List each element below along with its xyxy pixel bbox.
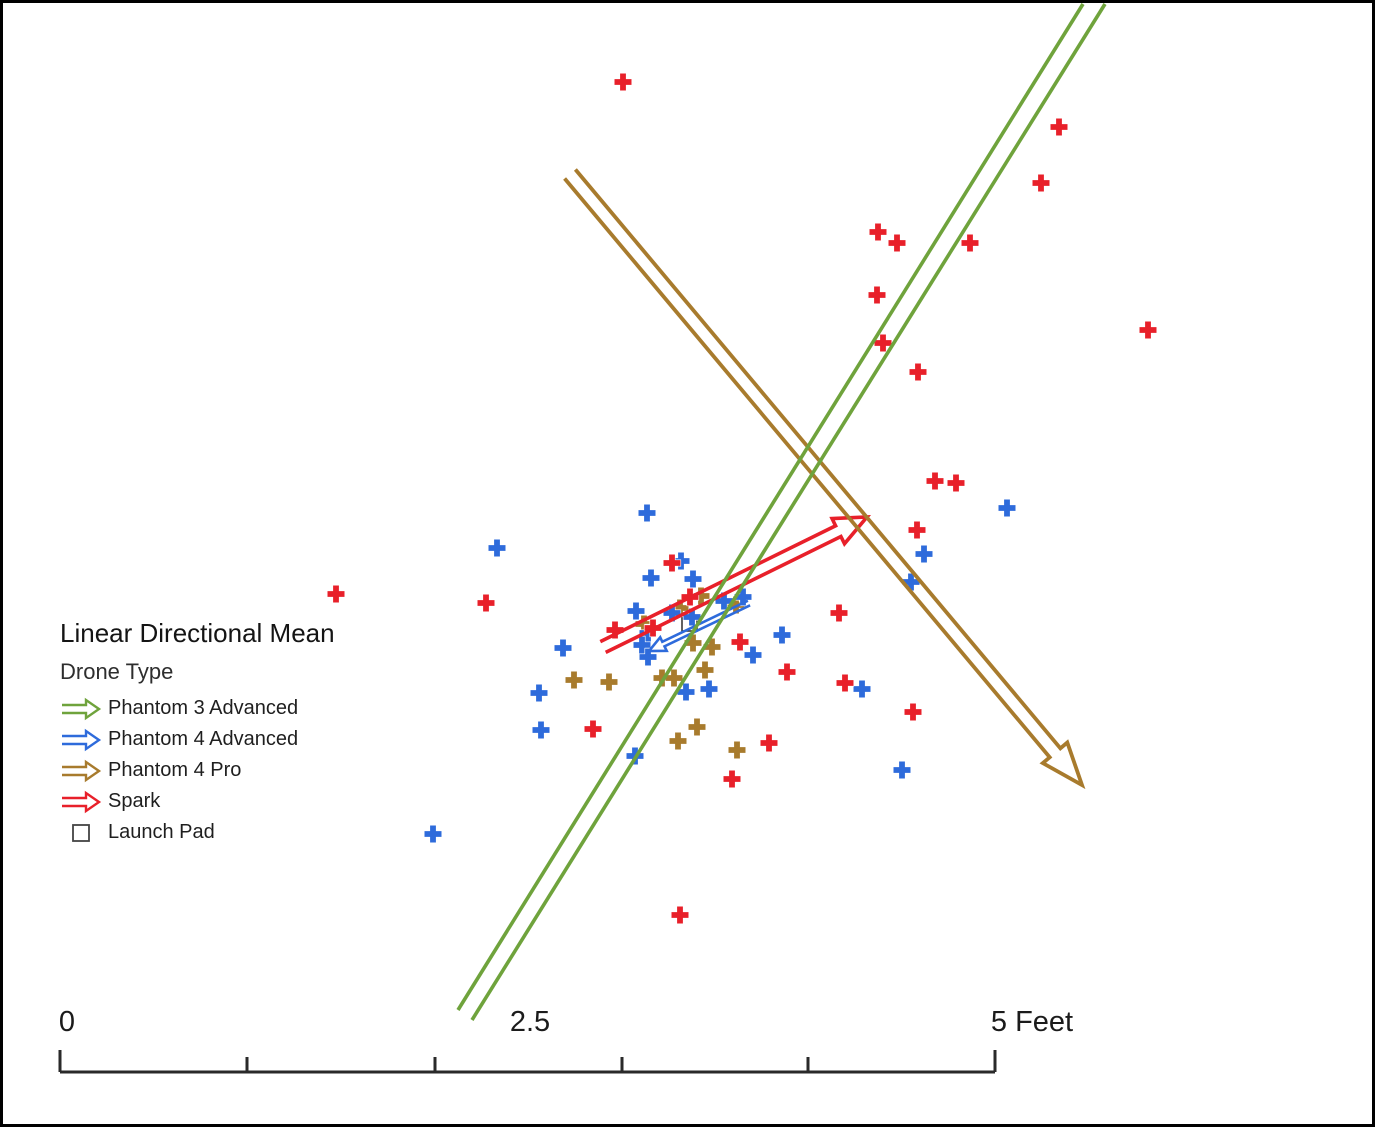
marker-plus — [583, 719, 603, 739]
marker-plus — [759, 733, 779, 753]
direction-line — [456, 3, 1085, 1011]
marker-plus — [695, 660, 715, 680]
legend-item-label: Launch Pad — [108, 821, 215, 843]
marker-plus — [925, 471, 945, 491]
arrow-icon — [62, 790, 102, 813]
marker-plus — [683, 569, 703, 589]
legend-subtitle: Drone Type — [60, 659, 174, 684]
scale-label: 2.5 — [509, 1006, 551, 1038]
marker-plus — [1049, 117, 1069, 137]
marker-plus — [946, 473, 966, 493]
legend-item: Spark — [60, 786, 335, 817]
direction-arrow — [646, 599, 751, 653]
marker-plus — [670, 905, 690, 925]
marker-plus — [599, 672, 619, 692]
marker-plus — [605, 620, 625, 640]
mean-arrow-phantom-4-pro — [563, 168, 1086, 790]
marker-plus — [903, 702, 923, 722]
legend-item: Phantom 3 Advanced — [60, 693, 335, 724]
legend-arrow-icon — [60, 728, 102, 752]
marker-plus — [908, 362, 928, 382]
marker-plus — [852, 679, 872, 699]
legend-item-label: Phantom 3 Advanced — [108, 697, 299, 719]
marker-plus — [892, 760, 912, 780]
legend-arrow-icon — [60, 790, 102, 814]
marker-plus — [829, 603, 849, 623]
marker-plus — [727, 740, 747, 760]
marker-plus — [907, 520, 927, 540]
marker-plus — [772, 625, 792, 645]
legend-arrow-icon — [60, 697, 102, 721]
series-spark — [326, 72, 1158, 925]
marker-plus — [529, 683, 549, 703]
marker-plus — [326, 584, 346, 604]
marker-plus — [722, 769, 742, 789]
scale-label: 5 Feet — [990, 1006, 1074, 1038]
marker-plus — [777, 662, 797, 682]
marker-plus — [868, 222, 888, 242]
scale-bar — [58, 1050, 997, 1074]
scale-label: 0 — [58, 1006, 76, 1038]
marker-plus — [914, 544, 934, 564]
marker-plus — [730, 632, 750, 652]
legend-item: Phantom 4 Pro — [60, 755, 335, 786]
marker-plus — [641, 568, 661, 588]
marker-plus — [662, 553, 682, 573]
mean-arrow-phantom-3-advanced — [456, 3, 1107, 1021]
legend-item-label: Phantom 4 Advanced — [108, 728, 299, 750]
marker-plus — [867, 285, 887, 305]
marker-plus — [476, 593, 496, 613]
marker-plus — [1031, 173, 1051, 193]
marker-plus — [637, 503, 657, 523]
legend-items: Phantom 3 Advanced Phantom 4 Advanced Phan… — [60, 693, 335, 848]
marker-plus — [835, 673, 855, 693]
marker-plus — [1138, 320, 1158, 340]
arrow-icon — [62, 697, 102, 720]
marker-plus — [887, 233, 907, 253]
marker-plus — [531, 720, 551, 740]
launch-pad-square-icon — [60, 821, 102, 845]
legend-item-label: Spark — [108, 790, 161, 812]
marker-plus — [687, 717, 707, 737]
marker-plus — [423, 824, 443, 844]
marker-plus — [901, 572, 921, 592]
marker-plus — [553, 638, 573, 658]
arrow-icon — [62, 759, 102, 782]
series-phantom-4-advanced — [423, 498, 1017, 844]
legend-item: Phantom 4 Advanced — [60, 724, 335, 755]
direction-arrow — [563, 168, 1086, 790]
arrow-icon — [62, 728, 102, 751]
marker-plus — [743, 645, 763, 665]
marker-plus — [960, 233, 980, 253]
direction-line — [470, 3, 1107, 1021]
marker-plus — [699, 679, 719, 699]
marker-plus — [638, 647, 658, 667]
legend-arrow-icon — [60, 759, 102, 783]
marker-plus — [613, 72, 633, 92]
legend-title: Linear Directional Mean — [60, 618, 335, 648]
legend: Linear Directional Mean Drone Type Phant… — [60, 618, 335, 848]
marker-plus — [668, 731, 688, 751]
marker-plus — [487, 538, 507, 558]
legend-item: Launch Pad — [60, 817, 335, 848]
legend-item-label: Phantom 4 Pro — [108, 759, 242, 781]
marker-plus — [564, 670, 584, 690]
marker-plus — [626, 601, 646, 621]
square-icon — [72, 823, 90, 842]
marker-plus — [997, 498, 1017, 518]
mean-arrow-phantom-4-advanced — [646, 599, 751, 653]
